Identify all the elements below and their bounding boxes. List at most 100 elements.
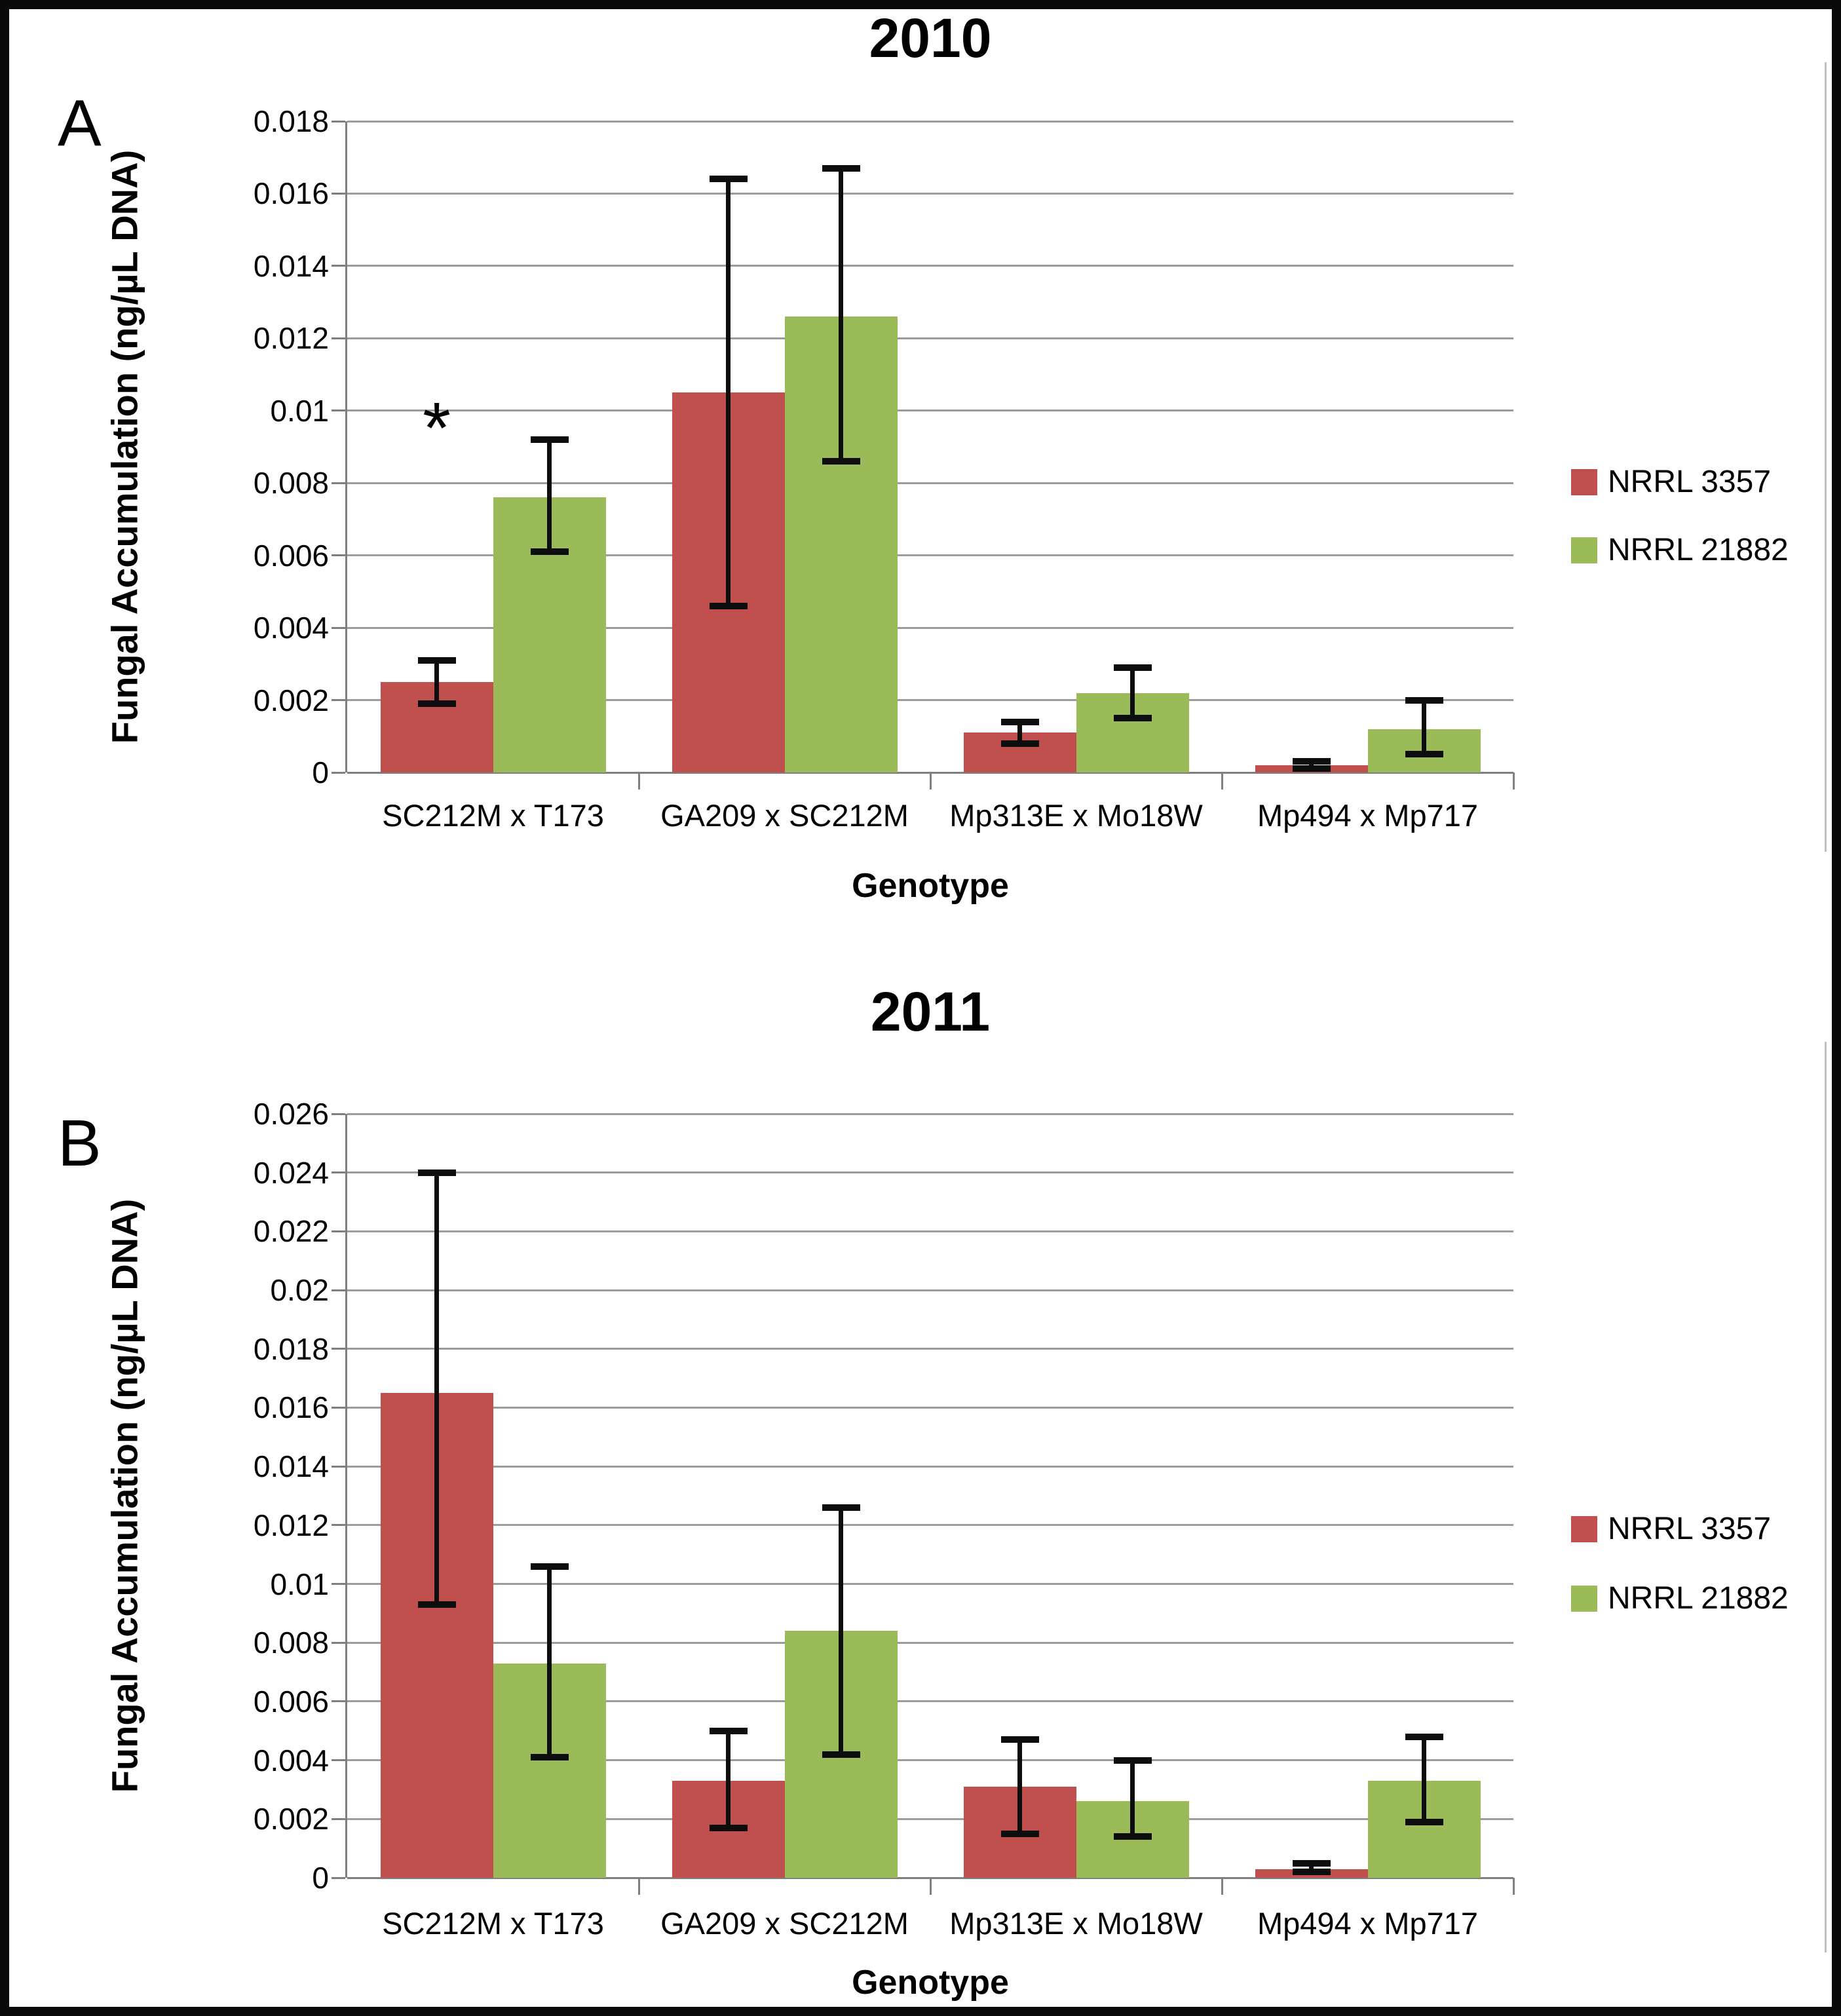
- panel-a-title: 2010: [869, 7, 992, 69]
- y-axis-tick: [332, 1583, 345, 1586]
- gridline: [347, 1759, 1513, 1762]
- y-tick-label: 0.016: [253, 176, 329, 211]
- error-bar-line: [1422, 700, 1426, 755]
- error-bar-cap-top: [530, 436, 569, 443]
- category-boundary-tick: [929, 1878, 932, 1895]
- error-bar-cap-bottom: [417, 700, 456, 708]
- y-tick-label: 0.008: [253, 1626, 329, 1660]
- category-label: SC212M x T173: [382, 1906, 604, 1941]
- y-tick-label: 0.006: [253, 1684, 329, 1719]
- category-boundary-tick: [637, 1878, 640, 1895]
- y-tick-label: 0.004: [253, 611, 329, 645]
- error-bar-cap-bottom: [1292, 765, 1331, 772]
- panel-a-plot-area: 0 0.002 0.004 0.006 0.008 0.01 0.012 0.014 0.016…: [254, 106, 1515, 832]
- y-axis-tick: [332, 1113, 345, 1115]
- legend-item-nrrl-21882: NRRL 21882: [1571, 1583, 1789, 1614]
- error-bar-cap-bottom: [530, 1754, 569, 1761]
- category-label: GA209 x SC212M: [660, 798, 909, 833]
- category-boundary-tick: [1512, 772, 1515, 789]
- y-axis-tick: [332, 192, 345, 195]
- error-bar-cap-bottom: [1113, 1833, 1152, 1840]
- error-bar-cap-top: [1292, 758, 1331, 765]
- y-tick-label: 0.014: [253, 248, 329, 283]
- y-axis-tick: [332, 1289, 345, 1291]
- y-tick-label: 0.024: [253, 1155, 329, 1190]
- category-label: Mp313E x Mo18W: [949, 798, 1203, 833]
- panel-b-plot-area: 0 0.002 0.004 0.006 0.008 0.01 0.012 0.014 0.016…: [254, 1099, 1515, 1940]
- error-bar-cap-top: [417, 656, 456, 664]
- error-bar-line: [1309, 1863, 1314, 1873]
- panel-a-chart-right-edge: [1825, 62, 1827, 852]
- y-axis-tick: [332, 554, 345, 557]
- error-bar-cap-top: [1000, 1736, 1039, 1743]
- gridline: [347, 1817, 1513, 1820]
- legend-label-nrrl-21882: NRRL 21882: [1608, 533, 1789, 567]
- y-axis-tick: [332, 1348, 345, 1350]
- gridline: [347, 554, 1513, 557]
- panel-b-letter: B: [58, 1107, 102, 1180]
- panel-a-letter: A: [58, 86, 102, 160]
- category-boundary-tick: [1221, 772, 1223, 789]
- y-axis-tick: [332, 1524, 345, 1527]
- category-label: Mp494 x Mp717: [1257, 1906, 1479, 1941]
- panel-a-x-axis-title: Genotype: [852, 867, 1009, 905]
- y-axis-tick: [332, 699, 345, 702]
- category-boundary-tick: [1512, 1878, 1515, 1895]
- error-bar-line: [1017, 1740, 1022, 1834]
- y-axis-tick: [332, 1406, 345, 1409]
- y-tick-label: 0.016: [253, 1390, 329, 1425]
- legend-swatch-nrrl-3357: [1571, 469, 1597, 495]
- gridline: [347, 192, 1513, 195]
- y-axis-tick: [332, 1817, 345, 1820]
- error-bar-line: [547, 439, 552, 552]
- y-tick-label: 0.018: [253, 104, 329, 138]
- category-boundary-tick: [929, 772, 932, 789]
- y-axis-tick: [332, 482, 345, 484]
- error-bar-line: [1422, 1736, 1426, 1822]
- y-axis-tick: [332, 1641, 345, 1644]
- y-tick-label: 0.01: [270, 1567, 329, 1601]
- gridline: [347, 626, 1513, 629]
- gridline: [347, 1583, 1513, 1586]
- gridline: [347, 699, 1513, 702]
- legend-item-nrrl-21882: NRRL 21882: [1571, 535, 1789, 566]
- error-bar-cap-bottom: [1405, 751, 1443, 758]
- error-bar-line: [1130, 1760, 1135, 1837]
- y-axis-tick: [332, 1230, 345, 1232]
- y-tick-label: 0: [312, 1861, 329, 1895]
- panel-b-x-axis-title: Genotype: [852, 1964, 1009, 2002]
- error-bar-cap-top: [1292, 1859, 1331, 1867]
- category-label: Mp494 x Mp717: [1257, 798, 1479, 833]
- error-bar-cap-bottom: [822, 1751, 860, 1758]
- error-bar-cap-top: [1113, 1757, 1152, 1764]
- y-tick-label: 0.018: [253, 1331, 329, 1366]
- error-bar-cap-top: [822, 1504, 860, 1511]
- y-tick-label: 0.022: [253, 1214, 329, 1249]
- category-boundary-tick: [1221, 1878, 1223, 1895]
- gridline: [347, 265, 1513, 267]
- y-tick-label: 0.004: [253, 1743, 329, 1778]
- gridline: [347, 1230, 1513, 1232]
- y-tick-label: 0.012: [253, 321, 329, 356]
- gridline: [347, 1289, 1513, 1291]
- y-axis-tick: [332, 265, 345, 267]
- error-bar-cap-top: [417, 1169, 456, 1176]
- y-tick-label: 0.008: [253, 466, 329, 501]
- error-bar-cap-top: [1000, 718, 1039, 725]
- y-axis-tick: [332, 120, 345, 123]
- y-tick-label: 0.014: [253, 1449, 329, 1484]
- legend-label-nrrl-3357: NRRL 3357: [1608, 465, 1772, 499]
- y-axis-tick: [332, 626, 345, 629]
- gridline: [347, 1465, 1513, 1468]
- error-bar-cap-top: [822, 164, 860, 172]
- error-bar-cap-bottom: [709, 602, 748, 609]
- gridline: [347, 1113, 1513, 1115]
- error-bar-cap-bottom: [1405, 1818, 1443, 1825]
- y-axis-line: [345, 1114, 347, 1878]
- error-bar-line: [1130, 667, 1135, 719]
- error-bar-cap-bottom: [417, 1601, 456, 1608]
- gridline: [347, 1524, 1513, 1527]
- y-tick-label: 0.002: [253, 683, 329, 717]
- error-bar-cap-top: [1113, 664, 1152, 671]
